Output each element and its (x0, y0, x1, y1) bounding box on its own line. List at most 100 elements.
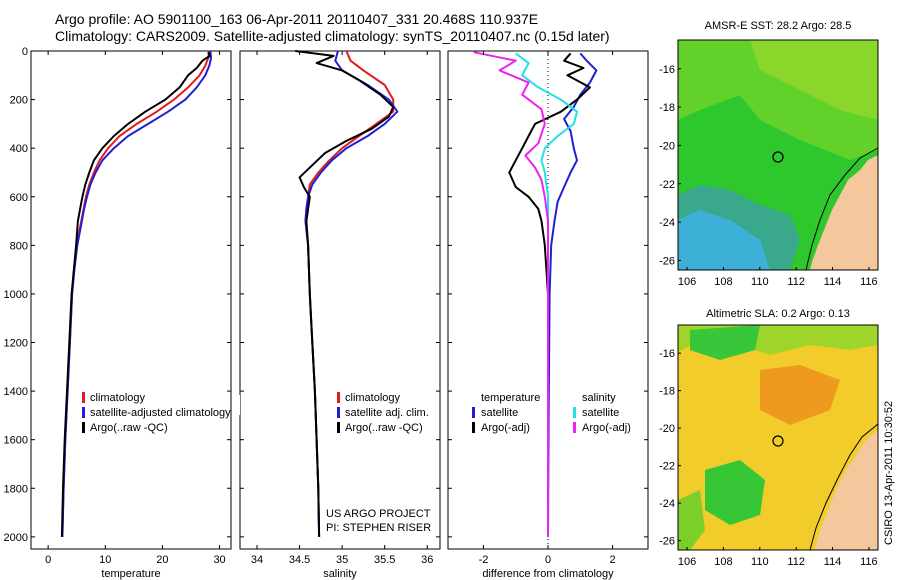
series-line-0 (61, 50, 211, 537)
sla-green-patch-west (678, 490, 705, 550)
sst-cold-region (678, 210, 770, 270)
x-tick-label: 106 (678, 276, 696, 288)
credit-stamp: CSIRO 13-Apr-2011 10:30:52 (883, 401, 895, 545)
series-line-2 (60, 51, 211, 537)
y-tick-label: -20 (659, 140, 675, 152)
x-tick-label: 116 (860, 276, 878, 288)
legend-swatch (82, 392, 85, 403)
x-axis-label: difference from climatology (482, 568, 614, 580)
x-tick-label: 0 (45, 554, 51, 566)
project-note-line2: PI: STEPHEN RISER (326, 522, 431, 534)
sla-coastline (809, 423, 879, 551)
legend-entry-satellite-adjusted: satellite-adjusted climatology (90, 407, 231, 419)
legend-swatch (573, 422, 576, 433)
legend-entry-argo: Argo(..raw -QC) (345, 422, 423, 434)
sla-map: Altimetric SLA: 0.2 Argo: 0.13 (677, 308, 879, 551)
x-tick-label: 110 (751, 276, 769, 288)
x-tick-label: 112 (787, 276, 805, 288)
series-line-1 (304, 50, 399, 537)
series-line-1 (508, 52, 591, 537)
profile-title: Argo profile: AO 5901100_163 06-Apr-2011… (55, 11, 539, 27)
y-tick-label: 800 (10, 240, 28, 252)
legend-swatch (337, 422, 340, 433)
sla-green-patch-south (705, 460, 765, 525)
y-tick-label: -22 (659, 461, 675, 473)
x-tick-label: -2 (479, 554, 489, 566)
sst-map-axes: 106 108 110 112 114 116 -16 -18 -20 -22 -24 -26 (659, 64, 878, 288)
y-tick-label: -20 (659, 423, 675, 435)
legend-entry-satellite-adj: satellite adj. clim. (345, 407, 429, 419)
legend-title-salinity: salinity (582, 392, 616, 404)
climatology-subtitle: Climatology: CARS2009. Satellite-adjuste… (55, 28, 610, 44)
series-line-2 (515, 52, 578, 537)
x-tick-label: 34.5 (289, 554, 310, 566)
y-tick-label: 1000 (4, 289, 28, 301)
y-tick-label: -18 (659, 102, 675, 114)
difference-plot: -2 0 2 difference from climatology (448, 50, 648, 580)
x-axis-label: salinity (323, 568, 357, 580)
y-tick-label: -26 (659, 255, 675, 267)
legend-swatch (472, 422, 475, 433)
x-tick-label: 114 (824, 276, 842, 288)
y-tick-label: -16 (659, 348, 675, 360)
sla-green-patch-north (690, 325, 760, 360)
x-tick-label: 36 (421, 554, 433, 566)
x-tick-label: 108 (714, 276, 732, 288)
project-note-line1: US ARGO PROJECT (326, 508, 431, 520)
legend-entry-sal-argo: Argo(-adj) (582, 422, 631, 434)
y-tick-label: -24 (659, 498, 675, 510)
y-tick-label: 200 (10, 95, 28, 107)
sla-map-title: Altimetric SLA: 0.2 Argo: 0.13 (706, 308, 850, 320)
y-tick-label: -24 (659, 217, 675, 229)
x-tick-label: 114 (824, 556, 842, 568)
sla-orange-patch (760, 365, 840, 425)
x-tick-label: 30 (213, 554, 225, 566)
x-tick-label: 10 (99, 554, 111, 566)
sst-coastline (805, 147, 879, 271)
salinity-plot: 34 34.5 35 35.5 36 salinity (240, 50, 440, 580)
y-tick-label: 1600 (4, 435, 28, 447)
temperature-plot: 0 10 20 30 temperature 0 200 400 600 800 1000 1200 1… (4, 46, 231, 580)
y-tick-label: 600 (10, 192, 28, 204)
y-tick-label: -26 (659, 536, 675, 548)
sst-warmer-region (750, 40, 878, 120)
x-tick-label: 108 (714, 556, 732, 568)
legend-entry-climatology: climatology (90, 392, 146, 404)
y-tick-label: 1400 (4, 386, 28, 398)
sst-map-title: AMSR-E SST: 28.2 Argo: 28.5 (705, 20, 852, 32)
x-tick-label: 35.5 (374, 554, 395, 566)
legend-swatch (472, 407, 475, 418)
legend-swatch (337, 407, 340, 418)
y-tick-label: -18 (659, 386, 675, 398)
temperature-legend: climatology satellite-adjusted climatolo… (82, 392, 231, 434)
y-tick-label: 2000 (4, 532, 28, 544)
x-tick-label: 0 (545, 554, 551, 566)
legend-swatch (82, 407, 85, 418)
sst-argo-marker (772, 151, 784, 163)
x-tick-label: 20 (156, 554, 168, 566)
x-tick-label: 34 (251, 554, 263, 566)
legend-entry-temp-satellite: satellite (481, 407, 518, 419)
legend-entry-argo: Argo(..raw -QC) (90, 422, 168, 434)
salinity-panel (239, 50, 441, 550)
x-tick-label: 110 (751, 556, 769, 568)
sla-argo-marker (772, 435, 784, 447)
legend-title-temperature: temperature (481, 392, 540, 404)
difference-legend: temperature salinity satellite Argo(-adj… (472, 392, 631, 434)
x-tick-label: 116 (860, 556, 878, 568)
legend-entry-climatology: climatology (345, 392, 401, 404)
legend-swatch (573, 407, 576, 418)
temperature-panel (30, 50, 232, 550)
x-tick-label: 2 (609, 554, 615, 566)
series-line-2 (295, 50, 395, 537)
sla-map-axes: 106 108 110 112 114 116 -16 -18 -20 -22 -24 -26 (659, 348, 878, 568)
series-line-0 (547, 52, 598, 537)
salinity-legend: climatology satellite adj. clim. Argo(..… (337, 392, 429, 434)
sst-land-region (810, 155, 878, 270)
x-tick-label: 112 (787, 556, 805, 568)
x-axis-label: temperature (101, 568, 160, 580)
x-tick-label: 35 (336, 554, 348, 566)
y-tick-label: 1800 (4, 483, 28, 495)
legend-swatch (82, 422, 85, 433)
